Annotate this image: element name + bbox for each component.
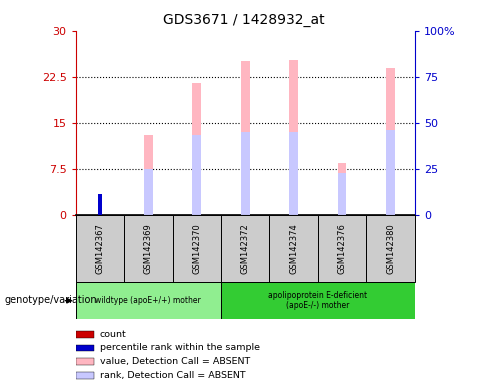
Text: GSM142380: GSM142380 — [386, 223, 395, 274]
Text: apolipoprotein E-deficient
(apoE-/-) mother: apolipoprotein E-deficient (apoE-/-) mot… — [268, 291, 367, 310]
Text: genotype/variation: genotype/variation — [5, 295, 98, 305]
Bar — [192, 83, 201, 215]
Bar — [173, 215, 221, 282]
Bar — [76, 372, 94, 379]
Text: GSM142374: GSM142374 — [289, 223, 298, 274]
Text: GSM142372: GSM142372 — [241, 223, 250, 274]
Bar — [76, 358, 94, 364]
Bar — [98, 202, 102, 215]
Bar — [269, 215, 318, 282]
Text: rank, Detection Call = ABSENT: rank, Detection Call = ABSENT — [100, 371, 245, 380]
Bar — [366, 215, 415, 282]
Text: GSM142376: GSM142376 — [338, 223, 346, 274]
Bar — [192, 135, 201, 215]
Bar — [289, 60, 298, 215]
Text: percentile rank within the sample: percentile rank within the sample — [100, 343, 260, 353]
Bar — [338, 163, 346, 215]
Bar — [124, 215, 173, 282]
Bar — [386, 130, 395, 215]
Bar — [318, 215, 366, 282]
Bar — [241, 132, 249, 215]
Text: GDS3671 / 1428932_at: GDS3671 / 1428932_at — [163, 13, 325, 27]
Text: wildtype (apoE+/+) mother: wildtype (apoE+/+) mother — [96, 296, 201, 305]
Bar — [386, 68, 395, 215]
Bar — [338, 173, 346, 215]
Bar — [76, 282, 221, 319]
Text: count: count — [100, 330, 126, 339]
Bar — [76, 344, 94, 351]
Bar — [76, 215, 124, 282]
Text: GSM142370: GSM142370 — [192, 223, 201, 274]
Text: GSM142367: GSM142367 — [95, 223, 104, 274]
Bar — [144, 135, 153, 215]
Bar — [241, 61, 249, 215]
Bar — [76, 331, 94, 338]
Text: GSM142369: GSM142369 — [144, 223, 153, 274]
Text: value, Detection Call = ABSENT: value, Detection Call = ABSENT — [100, 357, 250, 366]
Bar — [98, 194, 102, 215]
Bar — [289, 132, 298, 215]
Bar — [144, 169, 153, 215]
Bar — [221, 282, 415, 319]
Bar — [221, 215, 269, 282]
